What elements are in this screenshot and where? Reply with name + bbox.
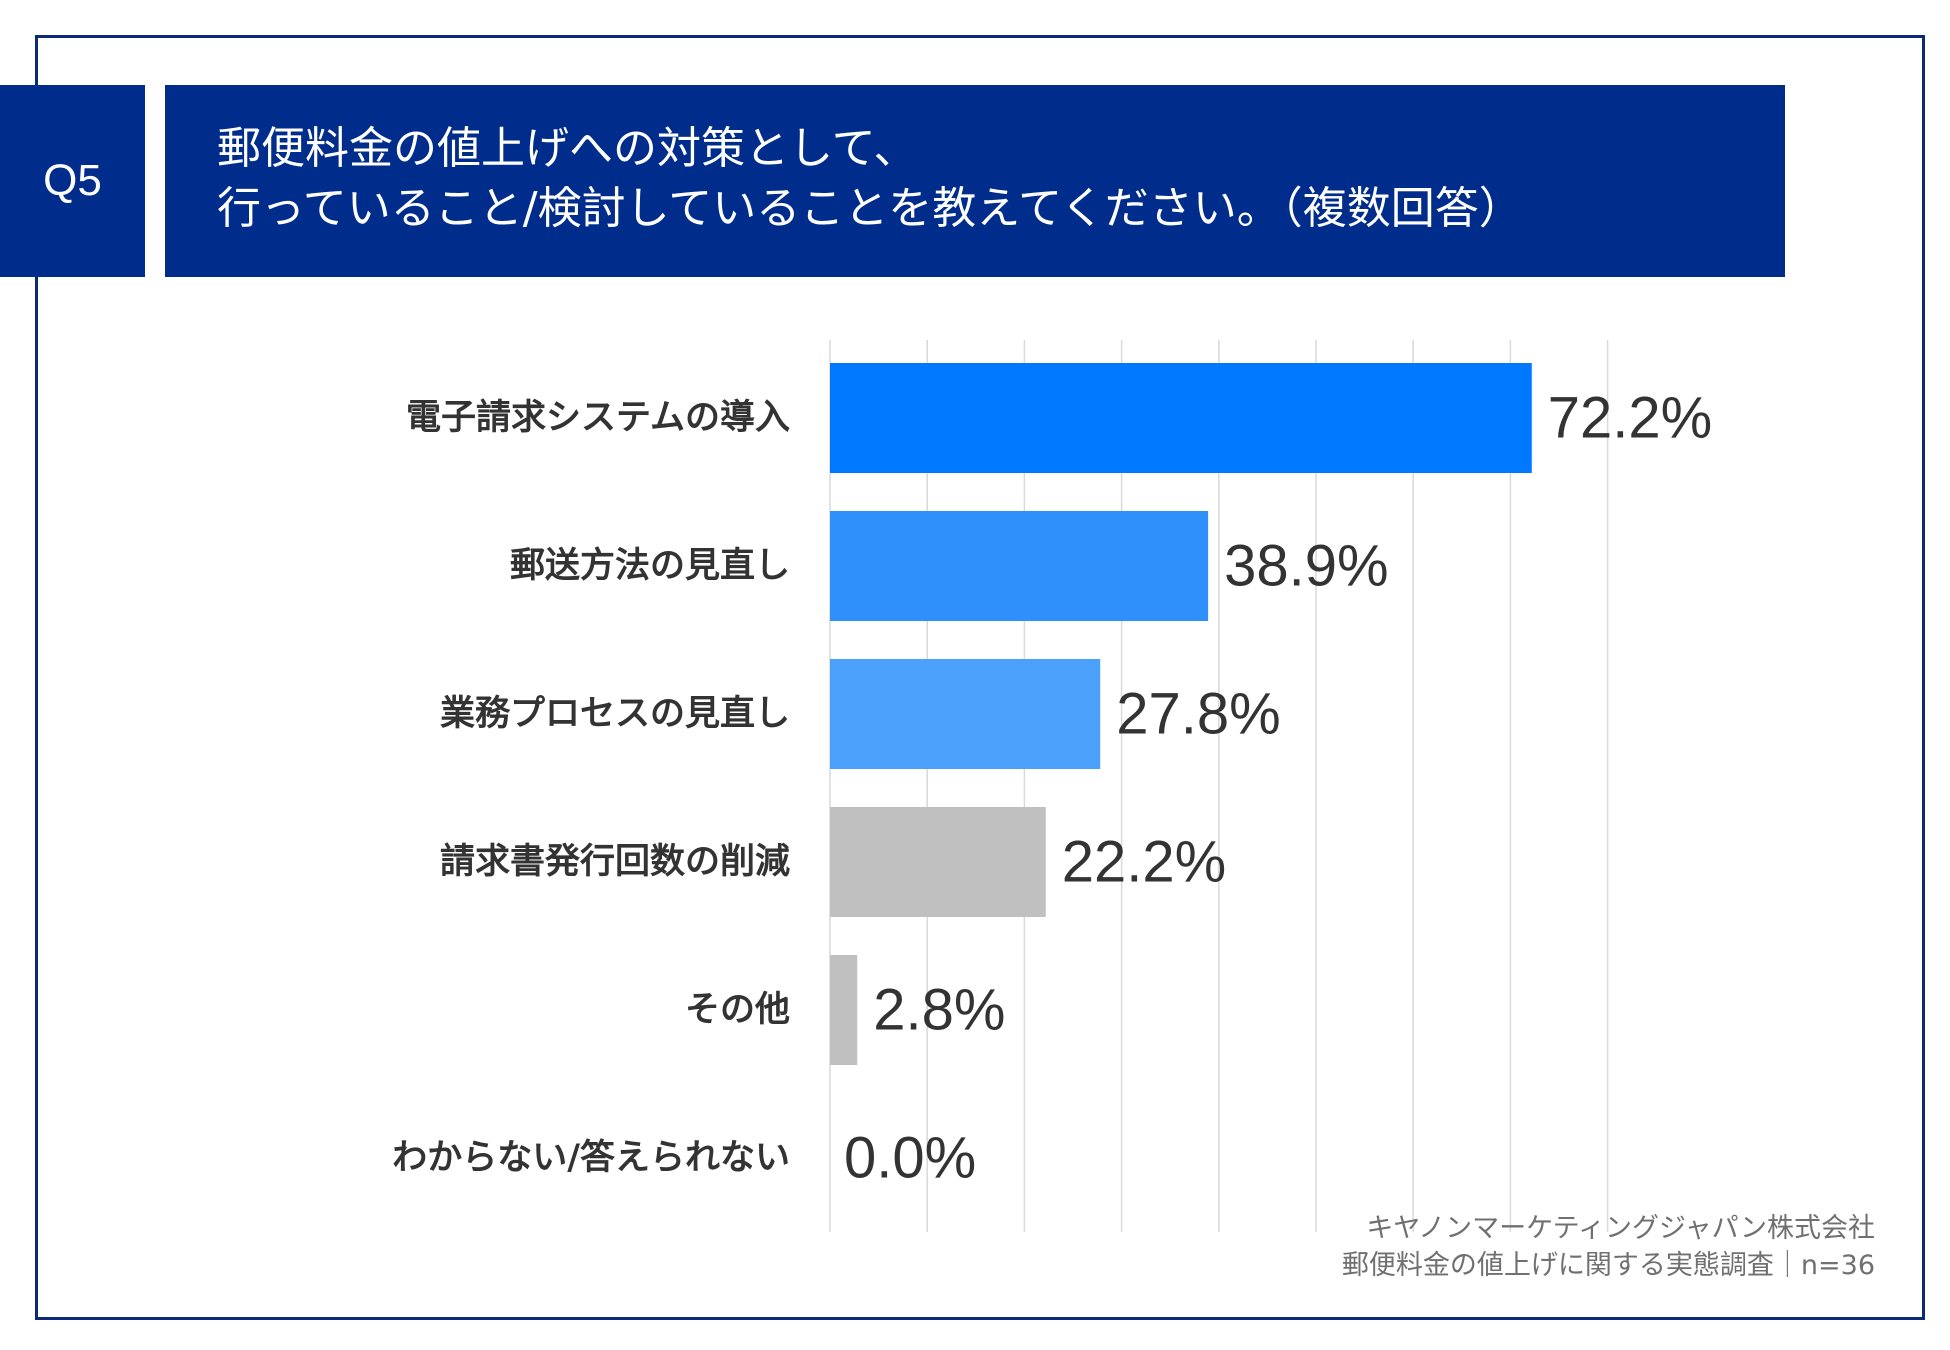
title-line-1: 郵便料金の値上げへの対策として、 (217, 123, 918, 174)
title-line-2: 行っていること/検討していることを教えてください。（複数回答） (217, 183, 1523, 234)
question-title: 郵便料金の値上げへの対策として、 行っていること/検討していることを教えてくださ… (165, 85, 1785, 277)
bar (830, 955, 858, 1065)
value-label: 38.9% (1224, 534, 1388, 599)
value-label: 22.2% (1062, 830, 1226, 895)
value-label: 72.2% (1548, 386, 1712, 451)
category-label: 業務プロセスの見直し (440, 694, 790, 734)
category-label: 郵送方法の見直し (510, 546, 790, 586)
bar (830, 807, 1046, 917)
category-label: わからない/答えられない (392, 1138, 790, 1178)
bar (830, 511, 1209, 621)
chart-frame (35, 35, 1925, 1320)
source-survey: 郵便料金の値上げに関する実態調査｜n=36 (1341, 1250, 1875, 1281)
value-label: 2.8% (873, 978, 1005, 1043)
bar (830, 659, 1101, 769)
source-note: キヤノンマーケティングジャパン株式会社 郵便料金の値上げに関する実態調査｜n=3… (1342, 1210, 1875, 1284)
category-label: その他 (685, 990, 790, 1030)
value-label: 27.8% (1116, 682, 1280, 747)
category-label: 電子請求システムの導入 (406, 397, 790, 438)
question-number: Q5 (43, 156, 102, 205)
value-label: 0.0% (844, 1126, 976, 1191)
question-badge: Q5 (0, 85, 145, 277)
source-company: キヤノンマーケティングジャパン株式会社 (1366, 1213, 1875, 1244)
category-label: 請求書発行回数の削減 (440, 841, 790, 882)
bar (830, 363, 1532, 473)
